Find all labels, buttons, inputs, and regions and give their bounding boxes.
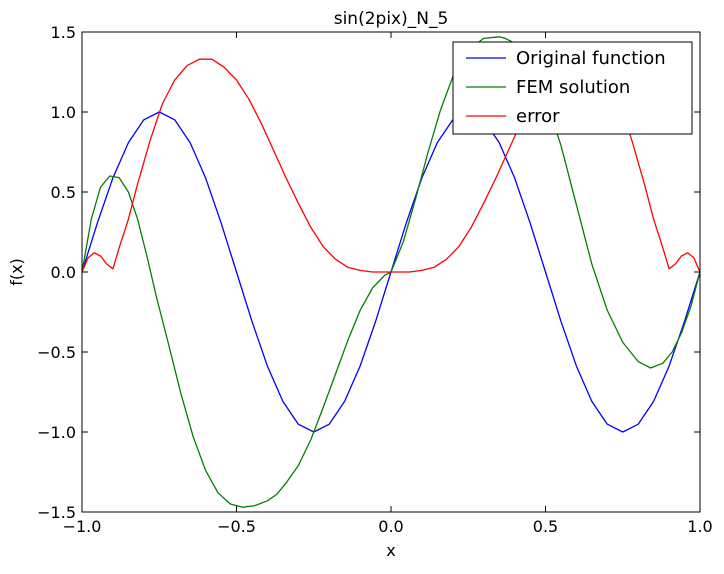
legend-box	[452, 41, 693, 135]
y-tick-label: −0.5	[37, 343, 76, 362]
legend-label-original-function: Original function	[516, 48, 666, 69]
y-tick-label: 1.5	[51, 23, 76, 42]
series-line-fem-solution	[81, 36, 701, 508]
x-tick-label: 1.0	[687, 517, 712, 536]
legend-label-fem-solution: FEM solution	[516, 77, 630, 98]
legend-label-error: error	[516, 106, 560, 127]
y-tick-label: −1.0	[37, 423, 76, 442]
x-tick-label: 0.5	[533, 517, 558, 536]
x-tick-label: −1.0	[63, 517, 102, 536]
x-tick-label: 0.0	[378, 517, 403, 536]
y-axis-label: f(x)	[7, 258, 26, 286]
y-tick-label: 0.5	[51, 183, 76, 202]
x-tick-label: −0.5	[217, 517, 256, 536]
chart-title: sin(2pix)_N_5	[334, 9, 449, 29]
y-tick-label: 1.0	[51, 103, 76, 122]
x-axis-label: x	[386, 541, 395, 560]
y-axis-ticks: −1.5 −1.0 −0.5 0.0 0.5 1.0 1.5	[37, 23, 700, 522]
legend: Original function FEM solution error	[452, 41, 693, 135]
y-tick-label: −1.5	[37, 503, 76, 522]
x-axis-ticks: −1.0 −0.5 0.0 0.5 1.0	[63, 32, 713, 536]
y-tick-label: 0.0	[51, 263, 76, 282]
